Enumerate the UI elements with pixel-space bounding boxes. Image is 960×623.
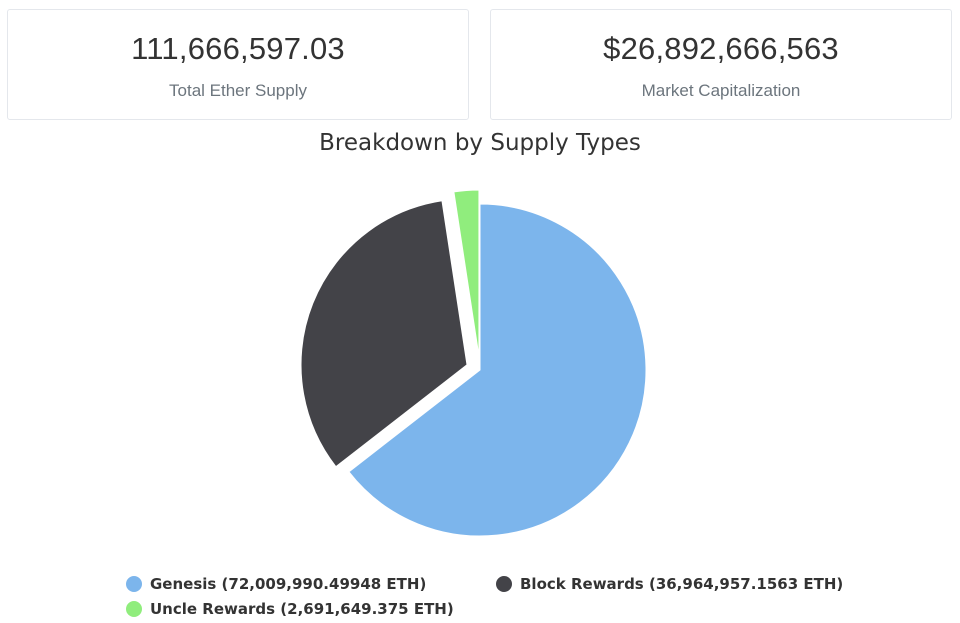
total-supply-card: 111,666,597.03 Total Ether Supply (7, 9, 469, 120)
legend-label-block-rewards: Block Rewards (36,964,957.1563 ETH) (520, 575, 844, 593)
market-cap-value: $26,892,666,563 (603, 31, 839, 66)
pie-slice-genesis[interactable] (348, 203, 647, 537)
total-supply-label: Total Ether Supply (169, 81, 307, 100)
total-supply-value: 111,666,597.03 (131, 31, 345, 66)
pie-slice-uncle-rewards[interactable] (453, 189, 480, 357)
legend-marker-genesis (126, 576, 142, 592)
legend-item-uncle-rewards[interactable]: Uncle Rewards (2,691,649.375 ETH) (126, 600, 454, 618)
legend-marker-uncle-rewards (126, 601, 142, 617)
chart-title: Breakdown by Supply Types (319, 130, 641, 156)
legend-label-genesis: Genesis (72,009,990.49948 ETH) (150, 575, 427, 593)
legend-item-block-rewards[interactable]: Block Rewards (36,964,957.1563 ETH) (496, 575, 843, 593)
legend-marker-block-rewards (496, 576, 512, 592)
legend-label-uncle-rewards: Uncle Rewards (2,691,649.375 ETH) (150, 600, 454, 618)
legend-item-genesis[interactable]: Genesis (72,009,990.49948 ETH) (126, 575, 426, 593)
market-cap-label: Market Capitalization (641, 81, 801, 100)
market-cap-card: $26,892,666,563 Market Capitalization (490, 9, 952, 120)
pie-slice-block-rewards[interactable] (300, 200, 468, 468)
